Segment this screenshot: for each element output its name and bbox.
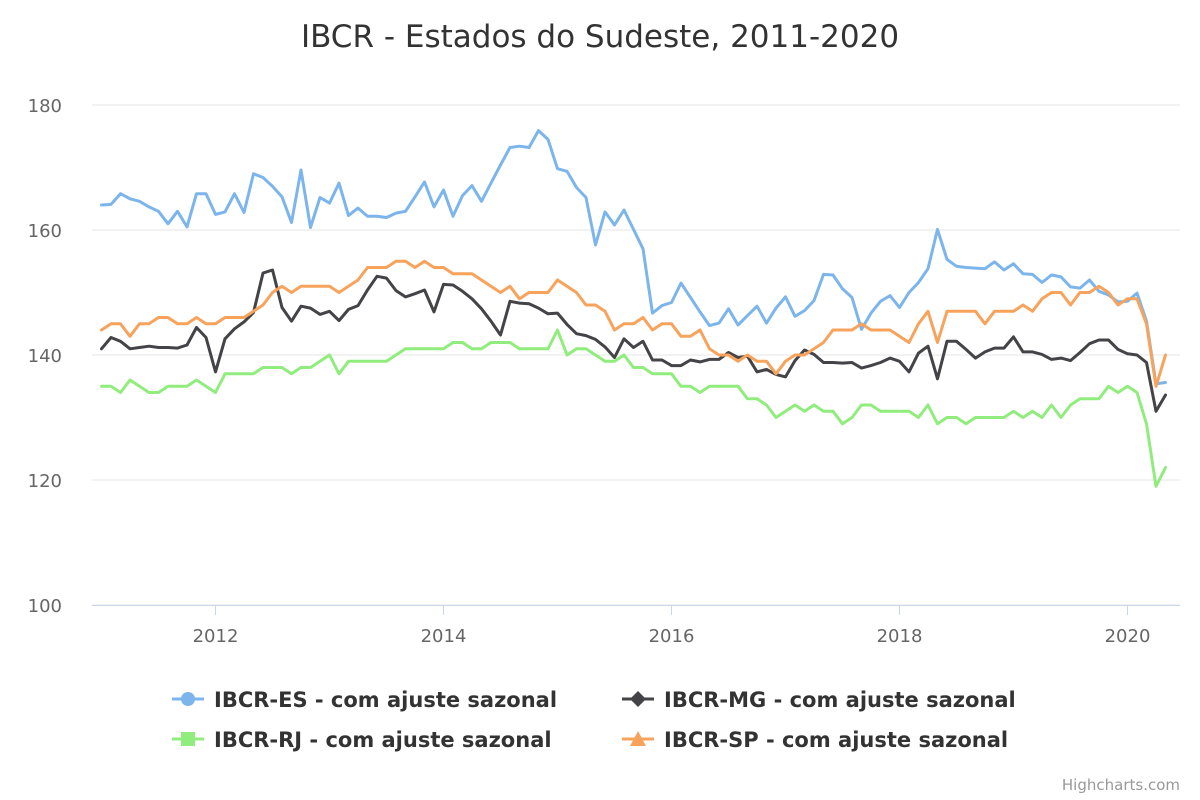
x-axis: 2012 2014 2016 2018 2020 [92,605,1180,647]
series-lines [100,129,1167,488]
legend: IBCR-ES - com ajuste sazonal IBCR-MG - co… [172,688,1016,752]
grid-lines [92,104,1180,606]
series-line-2[interactable] [100,268,1167,413]
credits-link[interactable]: Highcharts.com [1062,776,1180,794]
legend-marker-circle [181,692,195,706]
legend-item-3[interactable]: IBCR-RJ - com ajuste sazonal [172,728,552,752]
legend-label: IBCR-SP - com ajuste sazonal [664,728,1008,752]
legend-marker-square [181,732,195,746]
x-tick-label: 2014 [421,626,467,647]
legend-label: IBCR-MG - com ajuste sazonal [664,688,1016,712]
legend-label: IBCR-RJ - com ajuste sazonal [214,728,552,752]
legend-marker-diamond [630,691,646,707]
legend-item-2[interactable]: IBCR-MG - com ajuste sazonal [622,688,1016,712]
x-tick-label: 2020 [1105,626,1151,647]
x-tick-label: 2012 [193,626,239,647]
legend-label: IBCR-ES - com ajuste sazonal [214,688,557,712]
legend-marker-triangle [630,731,646,746]
x-tick-label: 2018 [877,626,923,647]
y-tick-label: 100 [28,596,62,617]
y-tick-label: 120 [28,471,62,492]
y-tick-label: 180 [28,96,62,117]
legend-item-1[interactable]: IBCR-ES - com ajuste sazonal [172,688,557,712]
y-axis: 100 120 140 160 180 [28,96,62,617]
legend-item-4[interactable]: IBCR-SP - com ajuste sazonal [622,728,1008,752]
y-tick-label: 160 [28,221,62,242]
series-line-1[interactable] [100,129,1167,386]
y-tick-label: 140 [28,346,62,367]
x-tick-label: 2016 [649,626,695,647]
series-line-4[interactable] [100,259,1167,388]
series-line-3[interactable] [100,328,1167,488]
chart-title: IBCR - Estados do Sudeste, 2011-2020 [301,19,899,55]
